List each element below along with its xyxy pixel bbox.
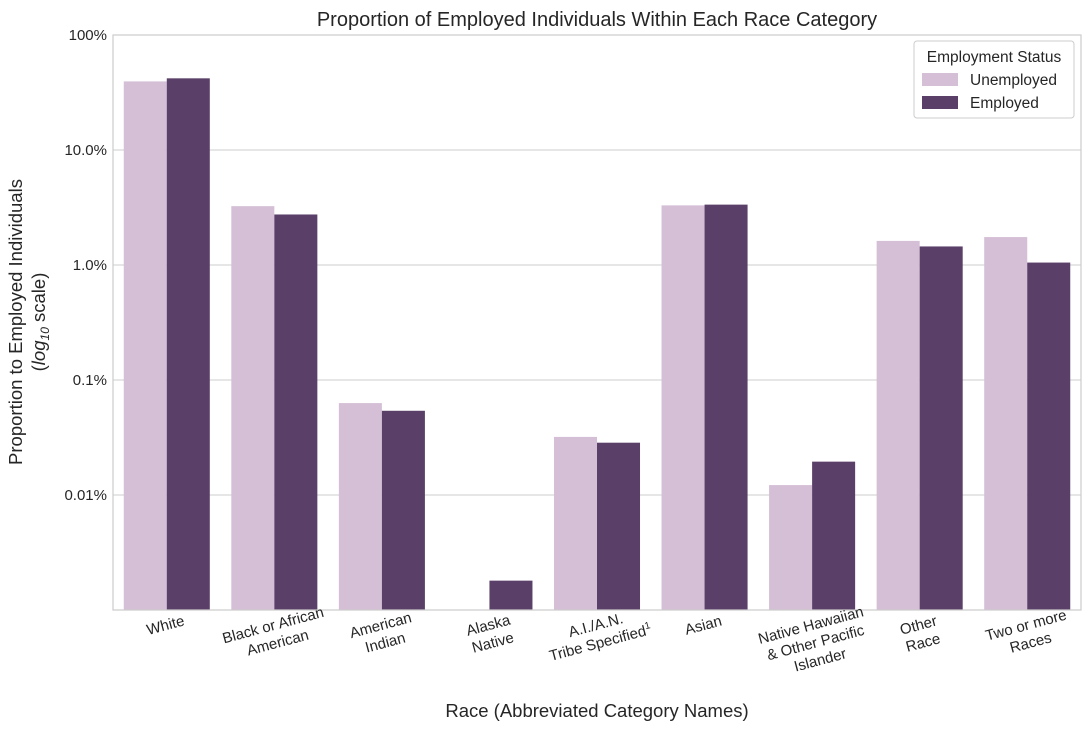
bar-unemployed-other-race: [876, 240, 920, 611]
y-axis-label-log: log: [28, 340, 49, 365]
y-tick-label-1-0: 1.0%: [73, 257, 107, 274]
bar-unemployed-native-hawaiian-other-pacific-islander: [769, 485, 813, 610]
y-tick-label-0-01: 0.01%: [64, 487, 107, 504]
y-tick-label-100: 100%: [69, 27, 107, 44]
bar-unemployed-a-i-a-n-tribe-specified: [553, 436, 597, 610]
bar-employed-asian: [704, 204, 748, 610]
y-axis-label-open: (: [28, 364, 49, 371]
legend-label-employed: Employed: [970, 95, 1039, 112]
y-tick-labels: 100% 10.0% 1.0% 0.1% 0.01%: [64, 27, 107, 504]
axes-frame: [112, 34, 1082, 611]
bar-employed-american-indian: [381, 410, 425, 610]
bar-unemployed-asian: [661, 205, 705, 610]
y-axis-label-line2: (log10 scale): [28, 273, 52, 372]
y-tick-label-10-0: 10.0%: [64, 142, 107, 159]
x-tick-white: White: [145, 612, 186, 638]
legend-title: Employment Status: [927, 49, 1062, 66]
bar-employed-two-or-more-races: [1027, 262, 1071, 610]
x-tick-a-i-a-n-tribe-specified: A.I./A.N.Tribe Specified1: [547, 610, 654, 665]
legend-swatch-employed: [922, 96, 958, 109]
legend: Employment Status Unemployed Employed: [913, 40, 1075, 119]
bar-employed-a-i-a-n-tribe-specified: [597, 442, 641, 610]
x-tick-label-asian-line1: Asian: [683, 613, 724, 639]
bars: [123, 78, 1071, 611]
x-axis-label: Race (Abbreviated Category Names): [445, 700, 748, 721]
bar-unemployed-two-or-more-races: [984, 237, 1028, 610]
bar-employed-native-hawaiian-other-pacific-islander: [812, 461, 856, 610]
bar-unemployed-white: [123, 81, 167, 610]
bar-unemployed-american-indian: [338, 403, 382, 610]
y-axis-label-line1: Proportion to Employed Individuals: [5, 179, 26, 465]
legend-swatch-unemployed: [922, 73, 958, 86]
plot-frame: [112, 34, 1082, 611]
bar-employed-black-or-african-american: [274, 214, 318, 610]
y-axis-label-close: scale): [28, 273, 49, 328]
y-tick-label-0-1: 0.1%: [73, 372, 107, 389]
x-tick-label-white-line1: White: [145, 612, 186, 638]
bar-employed-alaska-native: [489, 580, 533, 610]
y-axis-label: Proportion to Employed Individuals (log1…: [5, 179, 52, 465]
bar-unemployed-black-or-african-american: [231, 206, 275, 610]
chart-title: Proportion of Employed Individuals Withi…: [317, 9, 877, 31]
x-tick-asian: Asian: [683, 613, 724, 639]
x-tick-superscript-a-i-a-n-tribe-specified: 1: [643, 620, 652, 632]
bar-employed-white: [166, 78, 210, 610]
bar-employed-other-race: [919, 246, 963, 610]
y-axis-label-sub: 10: [38, 327, 52, 341]
legend-label-unemployed: Unemployed: [970, 72, 1057, 89]
